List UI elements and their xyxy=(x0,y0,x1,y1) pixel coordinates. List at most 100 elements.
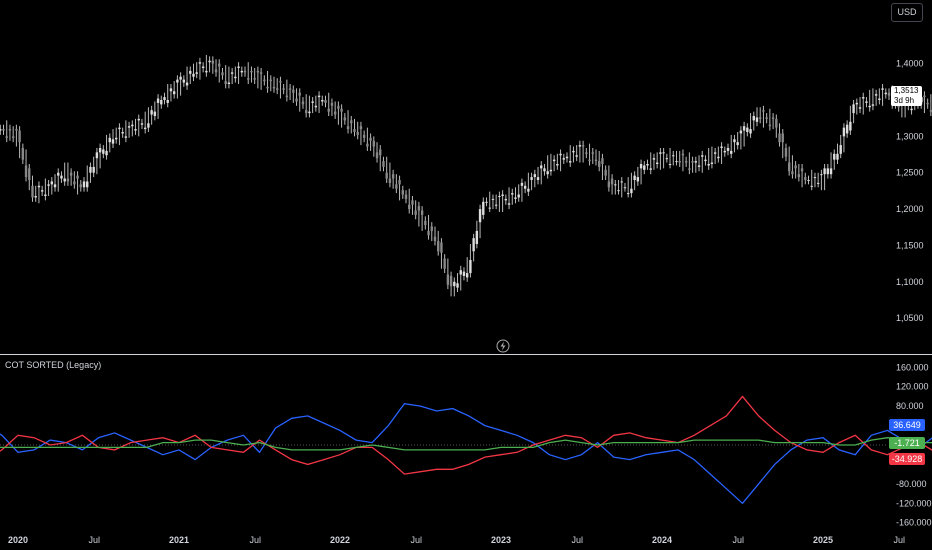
candle-body xyxy=(382,161,385,167)
candle-body xyxy=(327,108,330,112)
candle-body xyxy=(15,129,18,131)
candle-body xyxy=(552,159,556,162)
candle-body xyxy=(485,201,488,203)
candle-body xyxy=(752,116,755,121)
candle-body xyxy=(201,66,205,68)
candle-body xyxy=(163,97,166,100)
candle-body xyxy=(826,168,830,175)
candle-body xyxy=(820,174,823,176)
candle-body xyxy=(218,63,221,67)
price-tick-label: 1,1000 xyxy=(896,277,924,287)
candle-body xyxy=(865,101,868,103)
candle-body xyxy=(82,181,86,188)
candle-body xyxy=(60,175,63,179)
candle-body xyxy=(813,177,817,179)
candle-body xyxy=(771,117,775,119)
candle-body xyxy=(839,145,842,154)
candle-body xyxy=(150,110,153,115)
candle-body xyxy=(366,143,369,147)
candle-body xyxy=(375,152,379,159)
candle-body xyxy=(2,129,5,131)
candle-body xyxy=(424,220,427,226)
candle-body xyxy=(887,92,891,96)
currency-button[interactable]: USD xyxy=(891,3,923,22)
candle-body xyxy=(66,178,70,182)
candle-body xyxy=(63,178,66,182)
candle-body xyxy=(800,168,804,172)
bar-countdown: 3d 9h xyxy=(894,95,915,105)
candle-body xyxy=(172,91,176,95)
candle-body xyxy=(530,177,533,180)
candle-body xyxy=(57,172,60,176)
candle-body xyxy=(446,274,450,285)
candle-body xyxy=(910,108,913,111)
candle-body xyxy=(929,110,932,112)
candle-body xyxy=(408,204,411,210)
candle-body xyxy=(453,281,456,287)
candle-body xyxy=(823,168,826,175)
candle-body xyxy=(330,102,334,106)
candle-body xyxy=(739,130,743,134)
candle-body xyxy=(630,188,633,194)
candle-body xyxy=(350,120,353,124)
candle-body xyxy=(127,126,131,128)
candle-body xyxy=(523,185,527,189)
candle-body xyxy=(269,79,272,82)
candle-body xyxy=(292,89,295,93)
candle-body xyxy=(559,153,562,156)
time-tick-label: 2022 xyxy=(330,535,350,545)
candle-body xyxy=(472,238,475,252)
candle-body xyxy=(588,159,591,162)
candle-body xyxy=(575,155,578,157)
candle-body xyxy=(115,137,118,140)
candle-body xyxy=(111,139,115,144)
candle-body xyxy=(102,149,105,154)
candle-body xyxy=(749,129,752,134)
candle-body xyxy=(517,194,520,198)
candle-body xyxy=(723,150,726,153)
candle-body xyxy=(626,193,630,195)
candle-body xyxy=(198,62,202,64)
candle-body xyxy=(713,152,717,154)
candle-body xyxy=(47,184,50,186)
candle-body xyxy=(34,196,37,198)
candle-body xyxy=(401,190,404,195)
candle-body xyxy=(169,88,173,92)
lightning-icon[interactable] xyxy=(496,339,510,353)
candle-body xyxy=(797,174,801,178)
candle-body xyxy=(511,193,514,195)
candle-body xyxy=(578,145,582,147)
candle-body xyxy=(89,166,92,173)
candle-body xyxy=(688,168,691,170)
indicator-title[interactable]: COT SORTED (Legacy) xyxy=(5,360,102,370)
candle-body xyxy=(662,152,665,154)
candle-body xyxy=(494,204,498,206)
candle-body xyxy=(243,70,247,73)
candle-body xyxy=(717,156,720,159)
candle-body xyxy=(585,152,588,154)
candle-body xyxy=(746,127,749,132)
candle-body xyxy=(398,180,401,185)
candle-body xyxy=(121,132,124,134)
candle-body xyxy=(192,73,195,77)
price-tick-label: 1,0500 xyxy=(896,313,924,323)
candle-body xyxy=(620,181,623,183)
candle-body xyxy=(791,171,794,175)
candle-body xyxy=(76,175,79,179)
candle-body xyxy=(176,79,179,83)
candle-body xyxy=(871,104,875,106)
candle-body xyxy=(697,165,701,167)
candle-body xyxy=(858,107,862,109)
candle-body xyxy=(762,110,765,112)
candle-body xyxy=(610,178,614,185)
candle-body xyxy=(488,207,491,209)
time-tick-label: Jul xyxy=(411,535,423,545)
candle-body xyxy=(385,172,388,179)
candle-body xyxy=(691,161,694,163)
candle-body xyxy=(92,166,95,173)
candle-body xyxy=(369,137,372,141)
candle-body xyxy=(849,121,852,131)
candle-body xyxy=(855,102,859,105)
candle-body xyxy=(562,158,565,160)
